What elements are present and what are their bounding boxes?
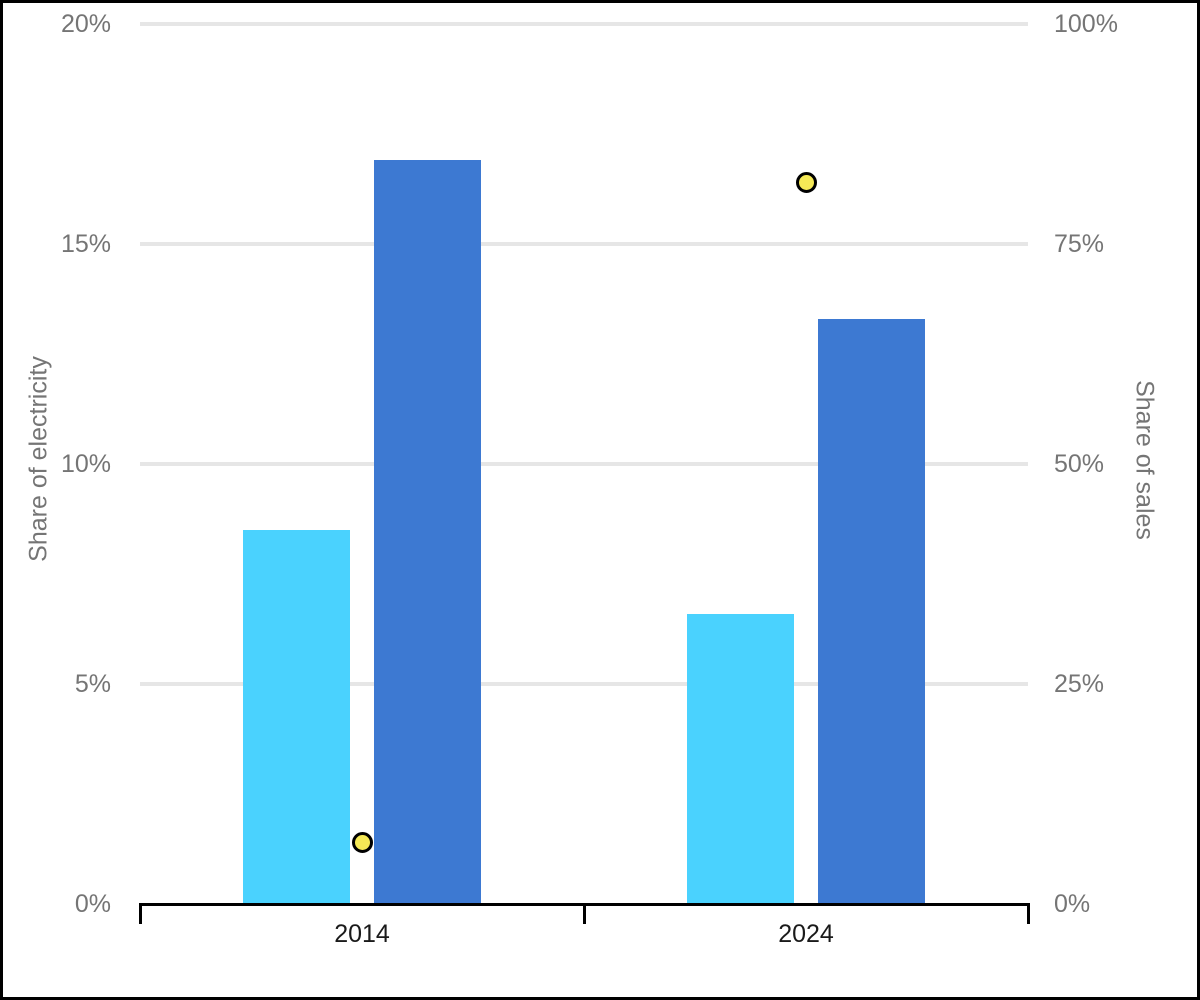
gridline-5% <box>140 682 1028 686</box>
gridline-20% <box>140 22 1028 26</box>
right-axis-tick-label: 25% <box>1054 670 1105 698</box>
bar-dark-blue-bar-2014 <box>374 160 481 904</box>
right-axis-tick-label: 100% <box>1054 10 1118 38</box>
right-axis-tick-label: 0% <box>1054 890 1091 918</box>
gridline-15% <box>140 242 1028 246</box>
category-label-2024: 2024 <box>778 920 834 948</box>
bar-dark-blue-bar-2024 <box>818 318 925 904</box>
left-axis-tick-label: 0% <box>74 890 111 918</box>
left-axis-tick-label: 20% <box>60 10 111 38</box>
right-axis-title: Share of sales <box>1130 380 1159 540</box>
right-axis-tick-label: 75% <box>1054 230 1105 258</box>
bar-light-blue-bar-2024 <box>687 613 794 904</box>
gridline-10% <box>140 462 1028 466</box>
left-axis-tick-label: 5% <box>74 670 111 698</box>
right-axis-tick-label: 50% <box>1054 450 1105 478</box>
x-axis-tick <box>138 904 142 924</box>
left-axis-tick-label: 10% <box>60 450 111 478</box>
left-axis-tick-label: 15% <box>60 230 111 258</box>
bar-light-blue-bar-2014 <box>243 530 350 904</box>
dot-yellow-dot-2024 <box>795 171 817 193</box>
x-axis-tick <box>582 904 586 924</box>
category-label-2014: 2014 <box>334 920 390 948</box>
dot-yellow-dot-2014 <box>351 831 373 853</box>
x-axis-tick <box>1026 904 1030 924</box>
